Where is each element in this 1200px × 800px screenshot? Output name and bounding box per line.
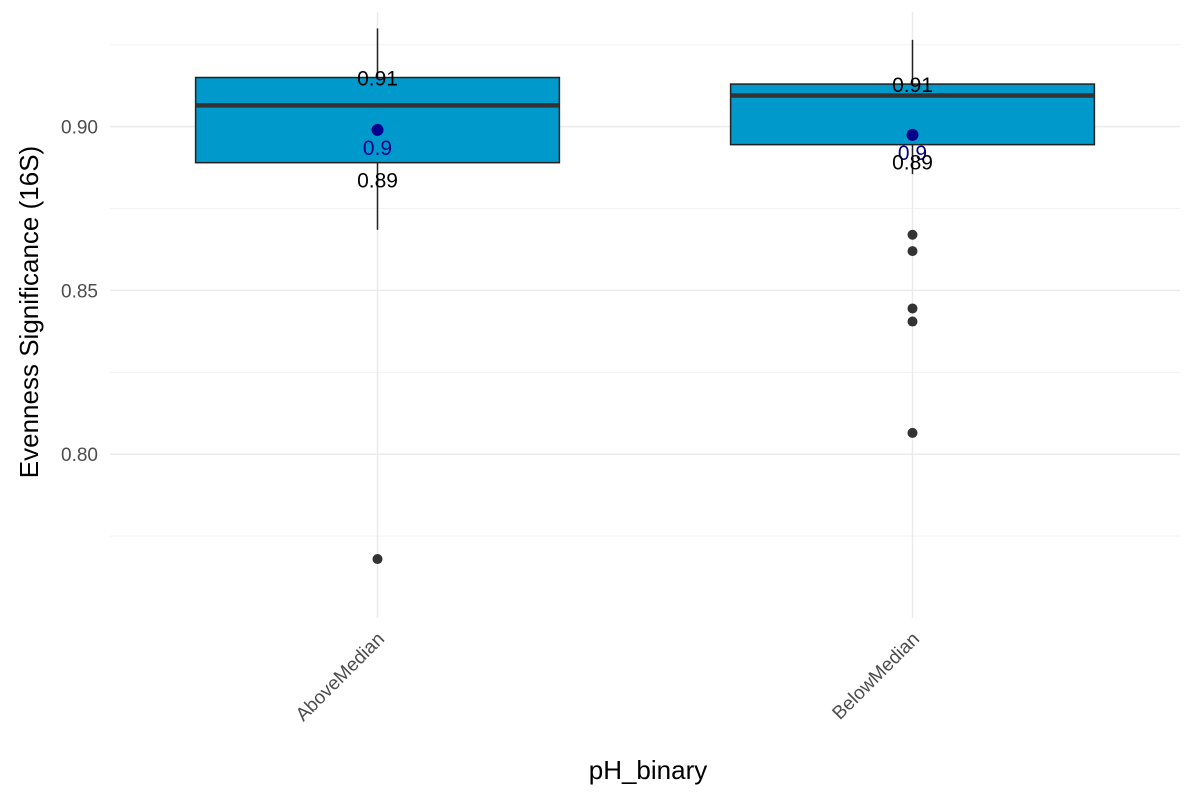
x-tick-label: AboveMedian (292, 629, 389, 726)
y-tick-label: 0.90 (61, 118, 98, 139)
mean-point (906, 128, 919, 141)
outlier-point (907, 316, 918, 327)
box-iqr (194, 76, 561, 164)
outlier-point (907, 427, 918, 438)
x-tick-label: BelowMedian (829, 629, 925, 725)
box-group-AboveMedian: 0.91 0.9 0.89 (194, 28, 561, 565)
x-axis-title: pH_binary (589, 755, 708, 785)
x-axis-ticks: AboveMedian BelowMedian (292, 629, 924, 726)
mean-point (371, 123, 384, 136)
y-axis-ticks: 0.80 0.85 0.90 (61, 118, 98, 467)
q3-label: 0.91 (892, 74, 933, 97)
outlier-point (907, 229, 918, 240)
mean-label: 0.9 (363, 137, 392, 160)
y-tick-label: 0.85 (61, 281, 98, 302)
outlier-point (372, 554, 383, 565)
mean-label: 0.9 (898, 142, 927, 165)
box-group-BelowMedian: 0.91 0.90.89 (729, 39, 1096, 438)
y-tick-label: 0.80 (61, 445, 98, 466)
box-series: 0.910.90.890.910.90.89 (194, 28, 1096, 565)
q1-label: 0.89 (357, 170, 398, 193)
q1-label: 0.89 (892, 152, 933, 175)
outlier-point (907, 303, 918, 314)
outlier-point (907, 246, 918, 257)
y-axis-title: Evenness Significance (16S) (14, 146, 44, 478)
q3-label: 0.91 (357, 68, 398, 91)
